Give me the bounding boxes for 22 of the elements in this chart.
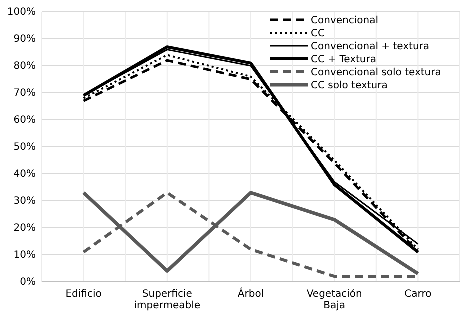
legend-label: Convencional bbox=[311, 16, 378, 26]
x-tick-label: Edificio bbox=[66, 289, 102, 300]
legend-label: CC + Textura bbox=[311, 54, 377, 66]
y-tick-label: 20% bbox=[14, 223, 36, 234]
x-tick-label: Carro bbox=[404, 289, 432, 300]
x-tick-label: Árbol bbox=[238, 287, 264, 300]
y-tick-label: 30% bbox=[14, 196, 36, 208]
legend-label: Convencional + textura bbox=[311, 42, 430, 52]
y-tick-label: 0% bbox=[20, 277, 36, 288]
legend-label: Convencional solo textura bbox=[311, 68, 442, 78]
y-tick-label: 60% bbox=[14, 115, 36, 126]
y-tick-label: 40% bbox=[14, 169, 36, 180]
legend-label: CC bbox=[311, 28, 325, 40]
x-tick-label: Superficie impermeable bbox=[134, 289, 201, 312]
y-tick-label: 10% bbox=[14, 250, 36, 262]
y-tick-label: 70% bbox=[14, 88, 36, 100]
y-tick-label: 50% bbox=[14, 142, 36, 154]
y-tick-label: 100% bbox=[7, 7, 36, 18]
y-tick-label: 90% bbox=[14, 34, 36, 46]
x-tick-label: Vegetación Baja bbox=[306, 289, 362, 312]
y-tick-label: 80% bbox=[14, 61, 36, 72]
legend-label: CC solo textura bbox=[311, 80, 388, 92]
